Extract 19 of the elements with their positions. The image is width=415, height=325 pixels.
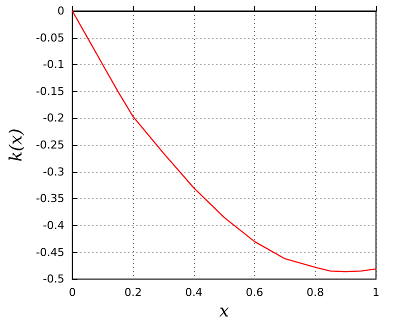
y-tick-label: -0.3 [42, 165, 64, 178]
y-tick-label: -0.25 [36, 138, 64, 152]
y-tick-label: -0.45 [36, 246, 64, 259]
y-tick-label: -0.4 [42, 218, 64, 232]
x-tick-label: 0 [68, 286, 76, 300]
y-tick-label: -0.5 [42, 272, 64, 286]
x-tick-label: 1 [372, 286, 380, 300]
x-tick-label: 0.2 [124, 286, 142, 300]
x-tick-label: 0.8 [306, 286, 324, 300]
y-tick-label: -0.35 [36, 192, 64, 206]
y-tick-label: 0 [57, 4, 64, 18]
y-tick-label: -0.1 [42, 58, 64, 72]
y-tick-label: -0.05 [36, 31, 64, 44]
y-tick-label: -0.15 [36, 84, 64, 98]
y-axis-title: k(x) [6, 128, 26, 162]
x-tick-label: 0.4 [185, 286, 203, 300]
y-tick-label: -0.2 [42, 112, 64, 125]
x-axis-title: x [219, 302, 230, 322]
x-tick-label: 0.6 [246, 286, 264, 300]
